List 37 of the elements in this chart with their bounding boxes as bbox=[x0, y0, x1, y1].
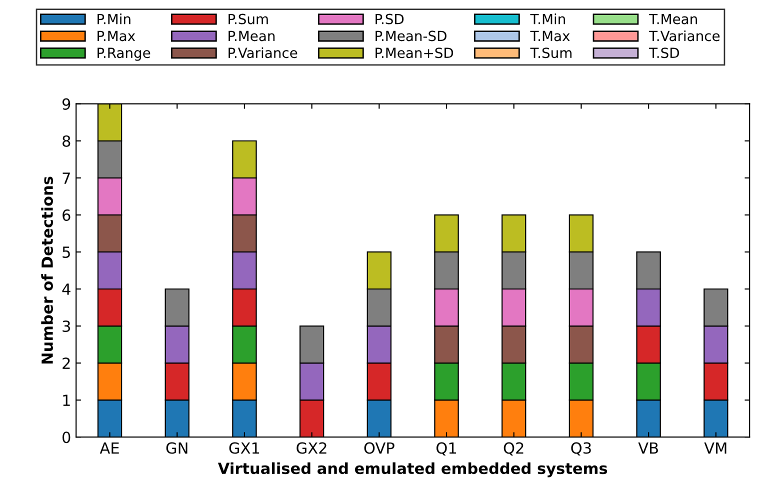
legend-label: P.Max bbox=[98, 30, 136, 42]
y-tick-label: 1 bbox=[63, 394, 70, 406]
x-tick-label: GN bbox=[166, 442, 188, 454]
y-tick-label: 7 bbox=[62, 172, 70, 184]
legend-label: P.Sum bbox=[228, 14, 268, 24]
legend-label: P.SD bbox=[376, 14, 404, 24]
y-tick-label: 5 bbox=[62, 246, 70, 258]
legend-label: T.SD bbox=[649, 48, 679, 58]
y-axis-title: Number of Detections bbox=[41, 176, 54, 364]
legend-label: T.Mean bbox=[649, 14, 697, 24]
y-tick-label: 4 bbox=[62, 284, 70, 295]
x-tick-label: GX1 bbox=[229, 442, 260, 454]
y-tick-label: 3 bbox=[62, 320, 70, 332]
legend-label: P.Variance bbox=[228, 47, 298, 58]
legend-label: T.Min bbox=[530, 14, 565, 24]
legend-label: P.Min bbox=[98, 14, 130, 24]
x-tick-label: AE bbox=[100, 442, 119, 454]
legend-label: P.Mean-SD bbox=[376, 30, 446, 42]
x-tick-label: OVP bbox=[364, 442, 394, 454]
x-tick-label: GX2 bbox=[296, 442, 326, 454]
legend-label: P.Mean bbox=[228, 30, 275, 42]
legend-label: P.Range bbox=[98, 48, 150, 61]
y-tick-label: 9 bbox=[62, 98, 70, 110]
x-tick-label: Q2 bbox=[504, 442, 524, 456]
x-tick-label: Q1 bbox=[436, 442, 456, 456]
y-tick-label: 2 bbox=[62, 358, 70, 369]
legend-label: T.Max bbox=[530, 30, 570, 42]
x-tick-label: Q3 bbox=[571, 442, 591, 456]
x-axis-title: Virtualised and emulated embedded systems bbox=[218, 462, 608, 478]
legend-label: P.Mean+SD bbox=[376, 48, 454, 58]
legend-label: T.Variance bbox=[649, 30, 720, 42]
y-tick-label: 6 bbox=[62, 209, 70, 221]
y-tick-label: 8 bbox=[62, 135, 70, 147]
legend-label: T.Sum bbox=[530, 48, 572, 58]
x-tick-label: VB bbox=[638, 442, 658, 454]
x-tick-label: VM bbox=[704, 442, 726, 454]
y-tick-label: 0 bbox=[62, 432, 70, 444]
